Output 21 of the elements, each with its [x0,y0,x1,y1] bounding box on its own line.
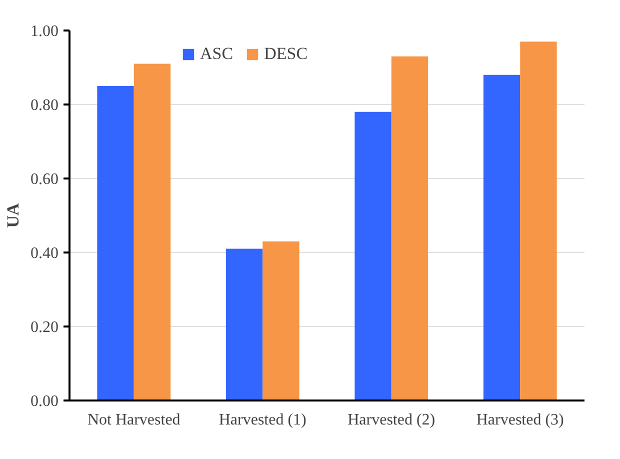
legend-label: DESC [264,44,308,64]
y-tick-label: 0.80 [30,97,58,114]
bar [354,112,392,400]
y-tick-label: 0.60 [30,171,58,188]
bar [97,86,134,400]
bar [483,74,520,400]
x-tick-label: Harvested (3) [476,412,564,428]
x-tick-label: Harvested (1) [218,412,306,428]
legend-label: ASC [200,44,234,64]
bar [226,248,263,400]
y-tick-label: 0.40 [30,245,58,262]
y-tick-label: 0.00 [30,393,58,410]
bar [134,64,171,400]
y-axis-title: UA [4,202,22,228]
bar [262,241,300,400]
bar [520,42,557,400]
y-tick-label: 1.00 [30,23,58,40]
bar [391,56,428,400]
y-tick-label: 0.20 [30,319,58,336]
x-tick-label: Harvested (2) [348,412,436,428]
x-tick-label: Not Harvested [87,412,180,428]
